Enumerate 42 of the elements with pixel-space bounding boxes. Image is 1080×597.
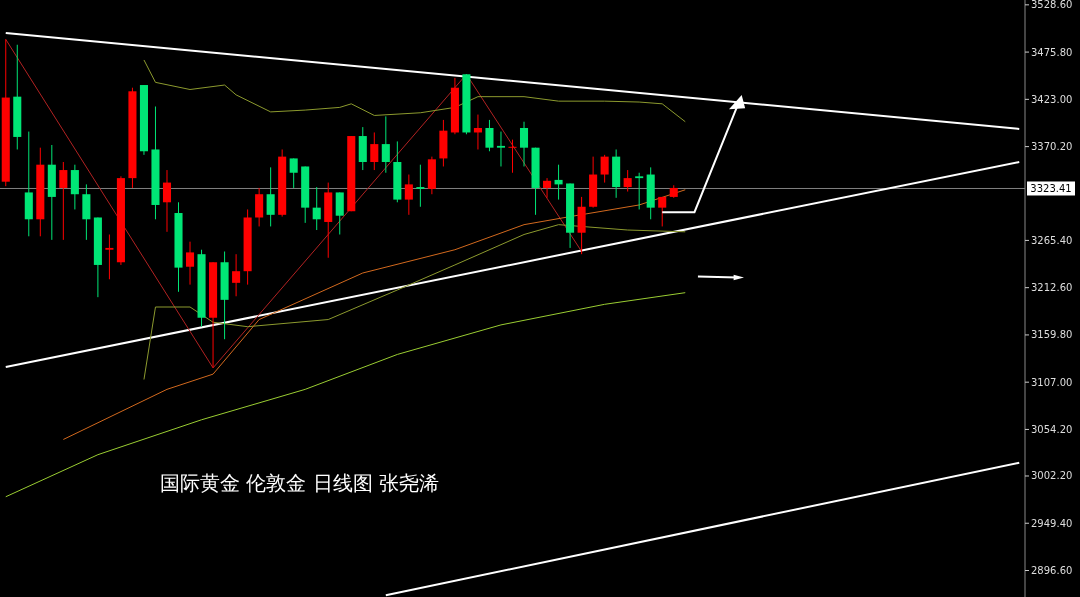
- candlestick: [508, 139, 517, 174]
- candlestick: [623, 169, 632, 193]
- candlestick: [162, 169, 172, 233]
- y-tick-label: 3212.60: [1031, 282, 1073, 294]
- line-series: [5, 38, 583, 369]
- y-tick-label: 3159.80: [1031, 329, 1073, 341]
- ref-line-label: 3323.41: [1030, 182, 1072, 194]
- candlestick: [59, 161, 68, 241]
- y-tick-label: 2896.60: [1031, 565, 1073, 577]
- candlestick: [635, 172, 644, 210]
- candlestick: [266, 166, 275, 227]
- candlestick: [232, 253, 241, 297]
- y-tick-label: 3107.00: [1031, 376, 1073, 388]
- candlestick: [416, 164, 425, 208]
- candlestick: [289, 157, 298, 189]
- candlestick: [600, 154, 609, 184]
- y-tick-label: 3370.20: [1031, 141, 1073, 153]
- candlestick: [312, 186, 321, 231]
- y-tick-label: 3528.60: [1031, 0, 1073, 11]
- y-tick-label: 3423.00: [1031, 93, 1073, 105]
- candlestick: [381, 115, 390, 174]
- line-series: [143, 59, 686, 123]
- candlestick: [255, 187, 264, 227]
- y-tick-label: 3265.40: [1031, 234, 1073, 246]
- y-tick-label: 2949.40: [1031, 517, 1073, 529]
- candlestick: [404, 174, 413, 216]
- candlestick: [186, 241, 195, 286]
- line-series: [5, 292, 686, 498]
- y-tick-label: 3475.80: [1031, 46, 1073, 58]
- line-series: [62, 189, 686, 440]
- y-tick-label: 3054.20: [1031, 423, 1073, 435]
- candlestick: [485, 119, 494, 152]
- candlestick: [496, 131, 506, 167]
- candlestick: [105, 234, 114, 280]
- candlestick: [519, 121, 529, 167]
- y-tick-label: 3002.20: [1031, 470, 1073, 482]
- candlestick: [335, 191, 344, 235]
- candlestick: [543, 177, 552, 199]
- line-series: [143, 224, 686, 380]
- annotation: 国际黄金 伦敦金 日线图 张尧浠: [160, 471, 440, 495]
- candlestick: [370, 131, 379, 171]
- candlestick: [658, 196, 667, 227]
